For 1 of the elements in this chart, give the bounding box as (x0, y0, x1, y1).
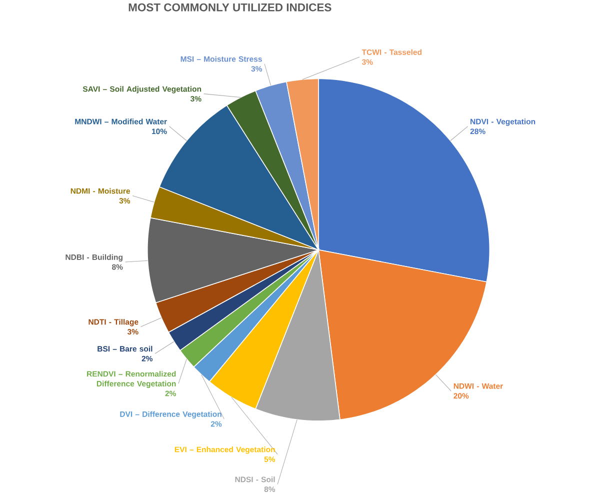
chart-title: MOST COMMONLY UTILIZED INDICES (128, 3, 332, 12)
